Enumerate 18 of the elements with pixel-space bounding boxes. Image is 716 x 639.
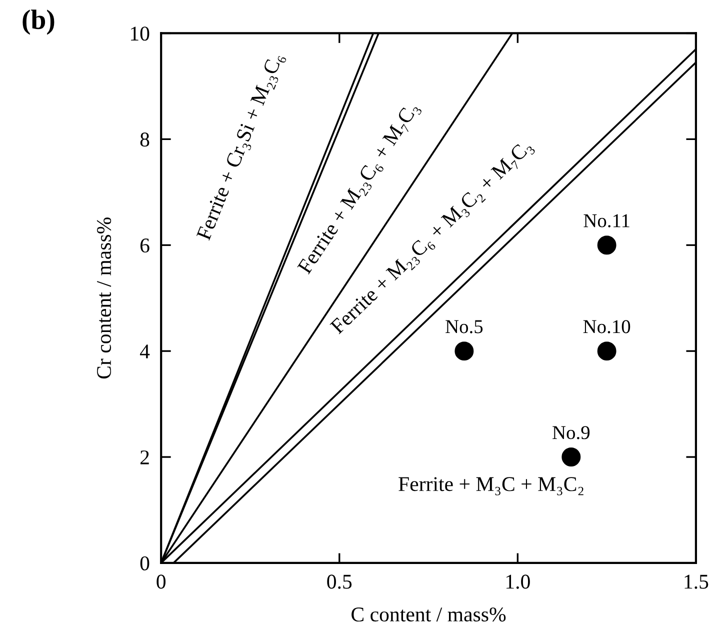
x-axis-title: C content / mass%: [352, 607, 506, 622]
data-label: No.10: [583, 320, 630, 334]
y-tick-label: 6: [140, 238, 150, 253]
x-tick-label: 0.5: [327, 574, 352, 589]
y-tick-label: 2: [140, 450, 149, 464]
data-label: No.9: [552, 426, 590, 440]
x-tick-label: 0: [156, 574, 166, 589]
data-label: No.11: [584, 214, 630, 228]
y-axis-title: Cr content / mass%: [96, 218, 112, 379]
x-tick-label: 1.5: [684, 574, 708, 589]
y-tick-label: 10: [130, 26, 150, 41]
y-tick-label: 4: [140, 344, 150, 358]
data-label: No.5: [446, 320, 483, 334]
y-tick-label: 0: [140, 556, 150, 570]
y-tick-label: 8: [140, 132, 150, 147]
text: (b): [22, 10, 54, 35]
x-tick-label: 1.0: [506, 574, 530, 589]
annotation: Ferrite + M₃C + M₃C₂: [398, 477, 584, 496]
